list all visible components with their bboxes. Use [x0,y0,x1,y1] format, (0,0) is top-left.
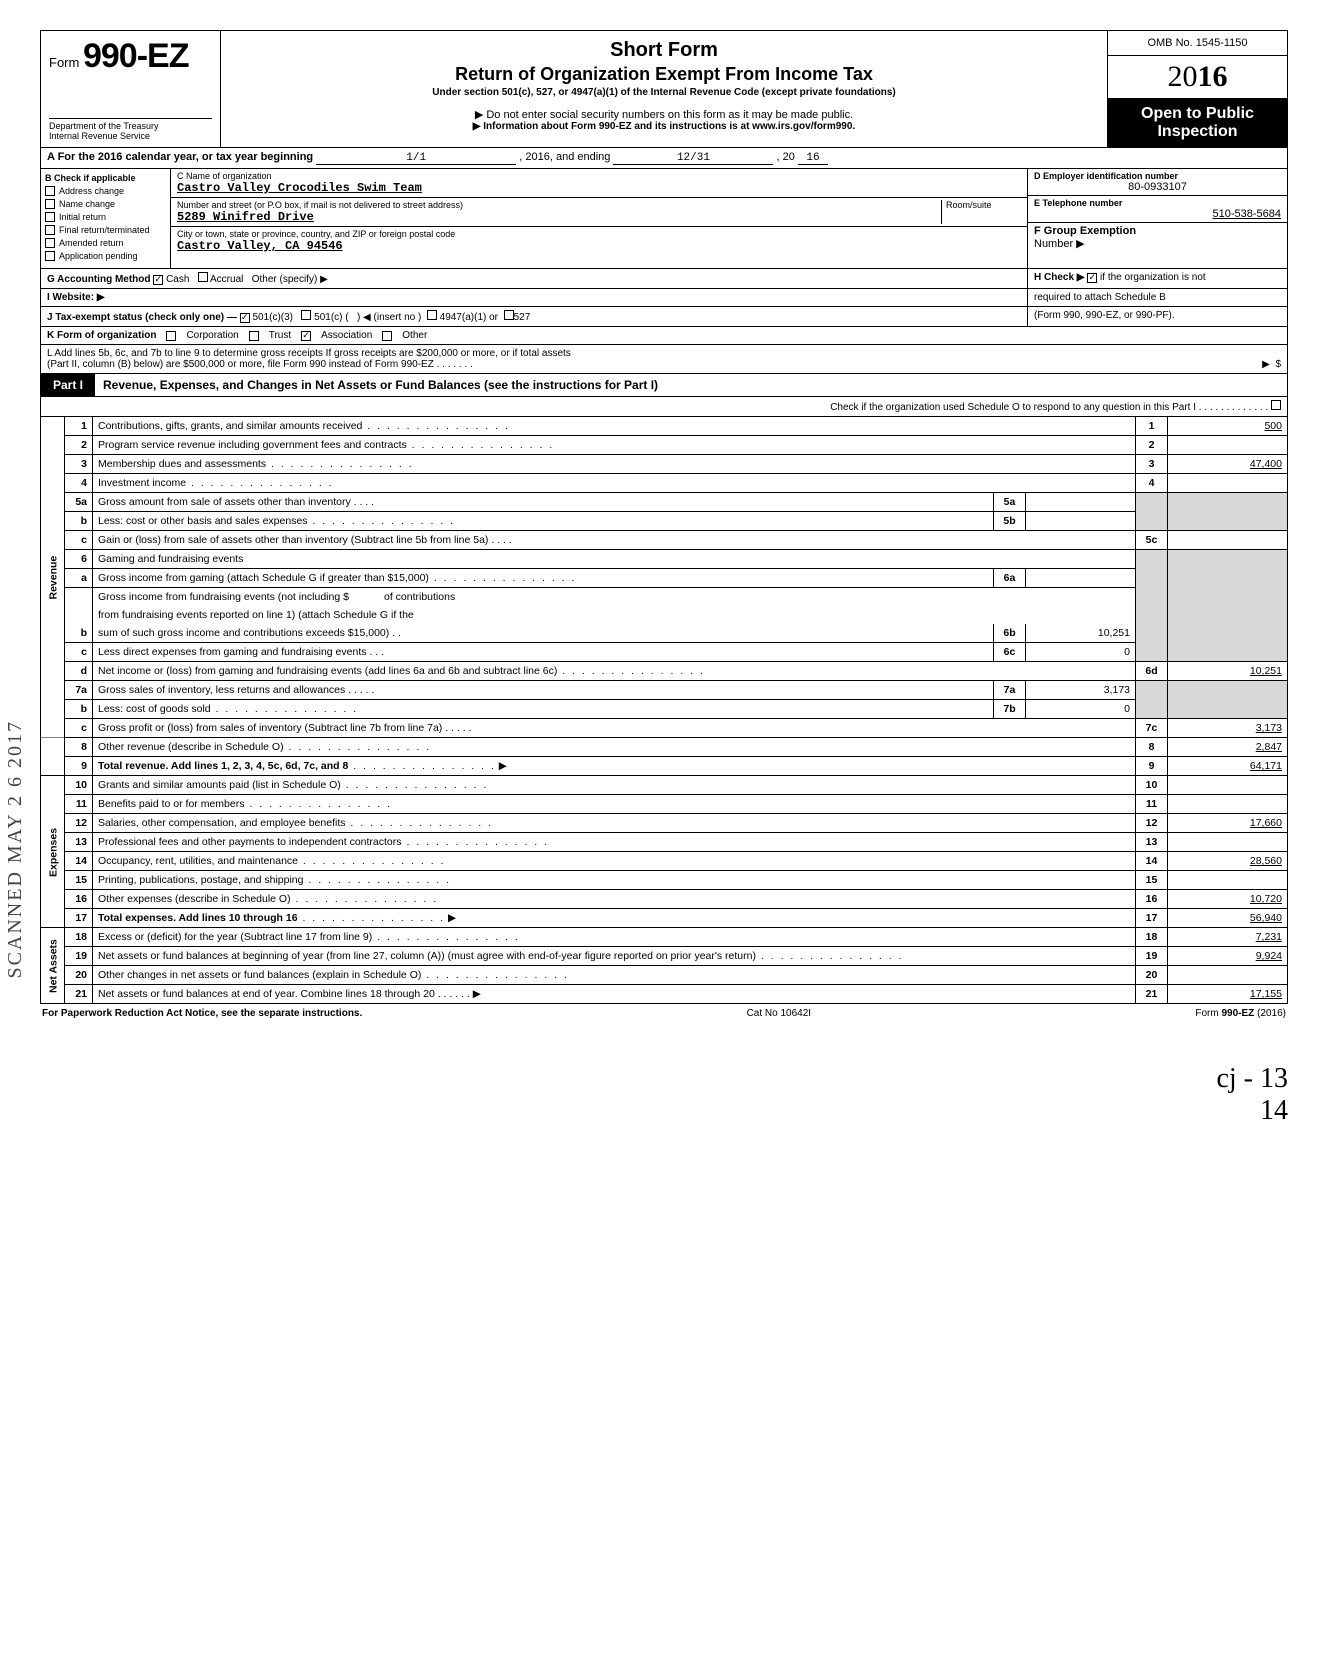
amt-17: 56,940 [1168,909,1288,928]
chk-corporation[interactable] [166,331,176,341]
val-address: 5289 Winifred Drive [177,210,941,224]
amt-16: 10,720 [1168,890,1288,909]
handwritten-1: cj - 13 [40,1063,1288,1095]
label-phone: E Telephone number [1034,198,1281,208]
val-ein: 80-0933107 [1034,181,1281,193]
dept-treasury: Department of the Treasury [49,121,212,131]
footer-mid: Cat No 10642I [747,1008,812,1019]
chk-501c3[interactable]: ✓ [240,313,250,323]
col-b-header: B Check if applicable [45,173,136,183]
part1-tag: Part I [41,374,95,396]
amt-6b: 10,251 [1026,624,1136,643]
scanned-stamp: SCANNED MAY 2 6 2017 [4,720,27,979]
footer-right: Form 990-EZ (2016) [1195,1008,1286,1019]
amt-21: 17,155 [1168,985,1288,1004]
amt-9: 64,171 [1168,757,1288,776]
val-org-name: Castro Valley Crocodiles Swim Team [177,181,1021,195]
amt-14: 28,560 [1168,852,1288,871]
chk-application-pending[interactable] [45,251,55,261]
lines-table: Revenue 1 Contributions, gifts, grants, … [40,417,1288,1004]
form-number: Form 990-EZ [49,37,212,76]
title-short-form: Short Form [231,39,1097,62]
subtitle: Under section 501(c), 527, or 4947(a)(1)… [231,87,1097,98]
chk-schedule-b[interactable]: ✓ [1087,273,1097,283]
label-group-exemption: F Group Exemption [1034,225,1281,237]
info-link: ▶ Information about Form 990-EZ and its … [231,121,1097,132]
label-group-number: Number ▶ [1034,237,1281,250]
tax-year: 2016 [1108,56,1287,99]
chk-final-return[interactable] [45,225,55,235]
label-org-name: C Name of organization [177,171,1021,181]
h-line2: required to attach Schedule B [1027,289,1287,306]
handwritten-2: 14 [40,1095,1288,1127]
amt-18: 7,231 [1168,928,1288,947]
section-b-to-f: B Check if applicable Address change Nam… [40,169,1288,269]
label-ein: D Employer identification number [1034,171,1281,181]
amt-1: 500 [1168,417,1288,436]
label-room: Room/suite [946,200,1021,210]
part1-header: Part I Revenue, Expenses, and Changes in… [40,374,1288,397]
chk-name-change[interactable] [45,199,55,209]
section-revenue: Revenue [41,417,65,738]
row-j: J Tax-exempt status (check only one) — ✓… [40,307,1288,327]
label-address: Number and street (or P.O box, if mail i… [177,200,941,210]
amt-7c: 3,173 [1168,719,1288,738]
chk-schedule-o[interactable] [1271,400,1281,410]
chk-amended-return[interactable] [45,238,55,248]
section-net-assets: Net Assets [41,928,65,1004]
form-header: Form 990-EZ Department of the Treasury I… [40,30,1288,148]
chk-527[interactable] [504,310,514,320]
amt-3: 47,400 [1168,455,1288,474]
chk-cash[interactable]: ✓ [153,275,163,285]
page-footer: For Paperwork Reduction Act Notice, see … [40,1004,1288,1023]
chk-other-org[interactable] [382,331,392,341]
section-expenses: Expenses [41,776,65,928]
footer-left: For Paperwork Reduction Act Notice, see … [42,1008,362,1019]
val-city: Castro Valley, CA 94546 [177,239,1021,253]
omb-number: OMB No. 1545-1150 [1108,31,1287,56]
row-l: L Add lines 5b, 6c, and 7b to line 9 to … [40,345,1288,374]
row-i: I Website: ▶ required to attach Schedule… [40,289,1288,307]
chk-address-change[interactable] [45,186,55,196]
val-phone: 510-538-5684 [1034,208,1281,220]
open-to-public: Open to PublicInspection [1108,99,1287,147]
row-a-tax-year: A For the 2016 calendar year, or tax yea… [40,148,1288,169]
amt-19: 9,924 [1168,947,1288,966]
amt-6d: 10,251 [1168,662,1288,681]
chk-501c[interactable] [301,310,311,320]
title-return: Return of Organization Exempt From Incom… [231,64,1097,85]
part1-title: Revenue, Expenses, and Changes in Net As… [95,374,1287,396]
chk-4947[interactable] [427,310,437,320]
amt-12: 17,660 [1168,814,1288,833]
amt-7a: 3,173 [1026,681,1136,700]
ssn-warning: ▶ Do not enter social security numbers o… [231,108,1097,121]
chk-accrual[interactable] [198,272,208,282]
dept-irs: Internal Revenue Service [49,131,212,141]
h-line3: (Form 990, 990-EZ, or 990-PF). [1027,307,1287,326]
row-g-h: G Accounting Method ✓ Cash Accrual Other… [40,269,1288,289]
label-city: City or town, state or province, country… [177,229,1021,239]
chk-initial-return[interactable] [45,212,55,222]
row-k: K Form of organization Corporation Trust… [40,327,1288,345]
amt-8: 2,847 [1168,738,1288,757]
part1-sub: Check if the organization used Schedule … [40,397,1288,417]
chk-trust[interactable] [249,331,259,341]
chk-association[interactable]: ✓ [301,331,311,341]
